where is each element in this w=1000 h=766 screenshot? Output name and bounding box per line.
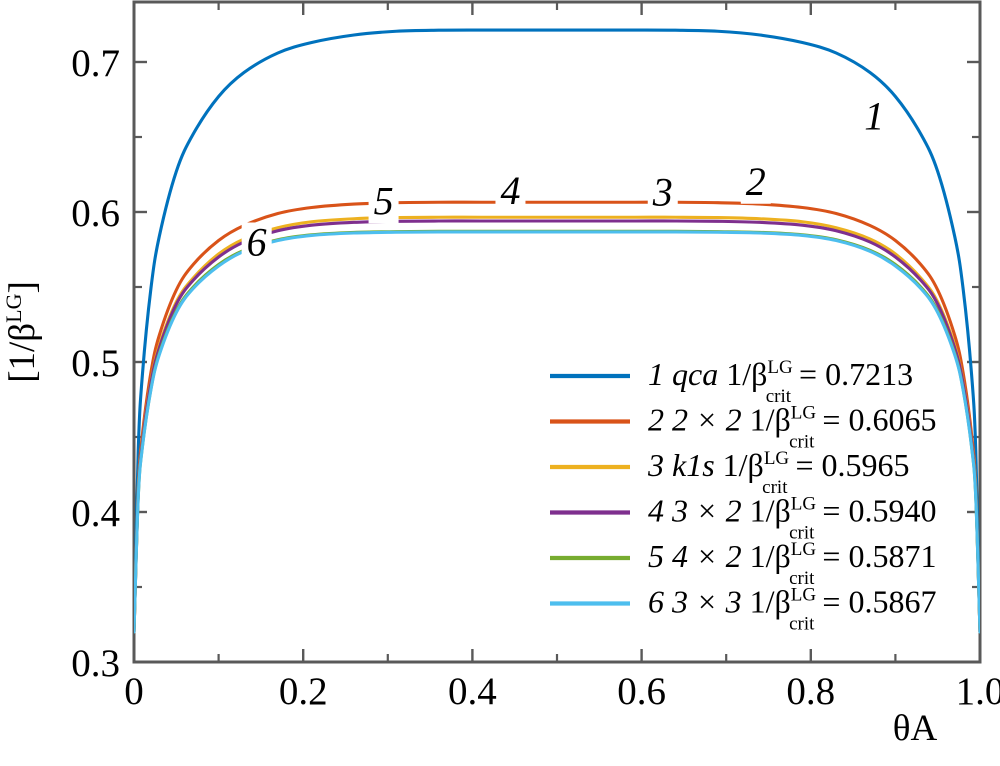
legend-index-5: 5 (648, 538, 672, 574)
legend-sup-2: LG (791, 403, 817, 424)
curve-label-mask-5 (368, 181, 399, 224)
legend-value-2: 0.6065 (848, 402, 936, 438)
legend-sub-4: crit (789, 523, 815, 544)
legend-equals-1: = (791, 356, 825, 392)
legend-name-5: 4 × 2 (672, 538, 750, 574)
legend-symbol-5: 1/β (750, 538, 791, 574)
legend-item-5[interactable]: 5 4 × 2 1/βLG crit = 0.5871 (550, 538, 936, 589)
legend-index-1: 1 (648, 356, 672, 392)
tick-marks (132, 2, 982, 662)
axis-titles: θA[1/βLG] (1, 281, 937, 749)
legend-sup-4: LG (791, 494, 817, 515)
legend-index-3: 3 (647, 447, 672, 483)
legend-equals-3: = (787, 447, 821, 483)
legend-index-4: 4 (648, 493, 672, 529)
x-tick-label: 1.0 (956, 670, 1000, 713)
legend-label-5: 5 4 × 2 1/βLG crit = 0.5871 (648, 538, 936, 589)
legend-index-2: 2 (648, 402, 672, 438)
legend-index-6: 6 (648, 584, 672, 620)
legend-sup-6: LG (791, 585, 817, 606)
legend-label-1: 1 qca 1/βLG crit = 0.7213 (648, 356, 913, 407)
legend-item-3[interactable]: 3 k1s 1/βLG crit = 0.5965 (550, 447, 910, 498)
curve-label-mask-3 (647, 172, 678, 215)
curve-label-mask-6 (241, 222, 272, 265)
legend-name-2: 2 × 2 (672, 402, 750, 438)
legend-symbol-6: 1/β (750, 584, 791, 620)
legend-name-3: k1s (672, 447, 723, 483)
legend-item-6[interactable]: 6 3 × 3 1/βLG crit = 0.5867 (550, 584, 936, 635)
x-axis-title: θA (893, 708, 938, 749)
data-curve-1 (134, 28, 980, 634)
legend-sub-6: crit (789, 614, 815, 635)
y-tick-label: 0.6 (71, 192, 120, 235)
curve-labels: 1 2 3 4 5 6 (241, 94, 890, 265)
legend-sup-1: LG (767, 357, 793, 378)
data-curve-4 (134, 219, 980, 634)
legend-name-4: 3 × 2 (671, 493, 750, 529)
y-tick-label: 0.7 (71, 42, 120, 85)
curve-label-6: 6 (247, 220, 267, 265)
x-tick-label: 0.6 (617, 670, 666, 713)
legend-symbol-1: 1/β (726, 356, 767, 392)
x-tick-label: 0.4 (448, 670, 497, 713)
y-tick-label: 0.3 (71, 642, 120, 685)
data-curve-2 (134, 200, 980, 634)
legend-equals-5: = (814, 538, 848, 574)
legend-symbol-2: 1/β (750, 402, 791, 438)
legend-symbol-3: 1/β (723, 447, 764, 483)
legend-item-2[interactable]: 2 2 × 2 1/βLG crit = 0.6065 (550, 402, 936, 453)
x-tick-label: 0.2 (279, 670, 328, 713)
curve-label-3: 3 (652, 169, 673, 214)
legend-symbol-4: 1/β (750, 493, 791, 529)
legend-sub-1: crit (766, 386, 792, 407)
legend-sub-2: crit (789, 432, 815, 453)
curve-label-2: 2 (746, 159, 766, 204)
legend-sub-5: crit (789, 568, 815, 589)
legend-label-3: 3 k1s 1/βLG crit = 0.5965 (647, 447, 910, 498)
y-axis-title-pre: [1/β (2, 323, 43, 383)
legend-value-4: 0.5940 (848, 493, 936, 529)
curve-label-1: 1 (864, 94, 884, 139)
legend-label-4: 4 3 × 2 1/βLG crit = 0.5940 (648, 493, 936, 544)
y-axis-title-sup: LG (1, 293, 26, 322)
legend-item-4[interactable]: 4 3 × 2 1/βLG crit = 0.5940 (550, 493, 936, 544)
legend-sub-3: crit (762, 477, 788, 498)
legend-name-6: 3 × 3 (671, 584, 750, 620)
legend-item-1[interactable]: 1 qca 1/βLG crit = 0.7213 (550, 356, 913, 407)
legend-equals-6: = (814, 584, 848, 620)
x-tick-label: 0.8 (786, 670, 835, 713)
y-tick-label: 0.4 (71, 492, 120, 535)
y-axis-title: [1/βLG] (1, 281, 43, 383)
data-curve-6 (134, 230, 980, 634)
legend-equals-4: = (814, 493, 848, 529)
legend-name-1: qca (672, 356, 726, 392)
legend-sup-3: LG (764, 448, 790, 469)
x-tick-label: 0 (124, 670, 144, 713)
curves-group (134, 28, 980, 634)
legend-label-6: 6 3 × 3 1/βLG crit = 0.5867 (648, 584, 936, 635)
curve-label-mask-1 (859, 96, 890, 139)
legend-label-2: 2 2 × 2 1/βLG crit = 0.6065 (648, 402, 936, 453)
curve-label-mask-2 (740, 161, 771, 204)
curve-label-4: 4 (500, 168, 520, 213)
curve-label-5: 5 (374, 178, 394, 223)
legend-value-6: 0.5867 (848, 584, 936, 620)
tick-labels: 0 0.2 0.4 0.6 0.8 1.0 0.3 0.4 0.5 0.6 0.7 (71, 42, 1000, 713)
legend-equals-2: = (814, 402, 848, 438)
legend-value-3: 0.5965 (822, 447, 910, 483)
y-axis-title-post: ] (2, 281, 43, 293)
legend-value-5: 0.5871 (848, 538, 936, 574)
legend-sup-5: LG (791, 539, 817, 560)
y-tick-label: 0.5 (71, 342, 120, 385)
curve-label-mask-4 (495, 170, 526, 213)
legend-value-1: 0.7213 (825, 356, 913, 392)
